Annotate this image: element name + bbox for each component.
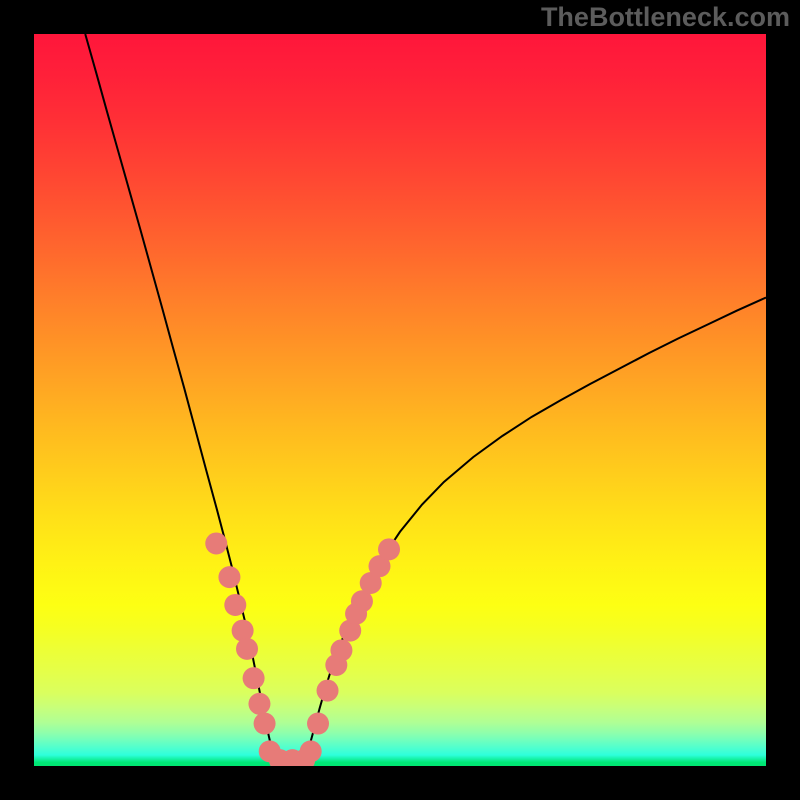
marker-dot [330,639,352,661]
marker-dot [232,620,254,642]
marker-dot [307,713,329,735]
plot-area [34,34,766,766]
marker-dot [205,532,227,554]
marker-dot [300,740,322,762]
marker-dot [248,693,270,715]
marker-dot [254,713,276,735]
chart-container: TheBottleneck.com [0,0,800,800]
curves-layer [34,34,766,766]
marker-dot [224,594,246,616]
marker-dot [236,638,258,660]
marker-dot [218,566,240,588]
curve-right [305,298,766,766]
marker-dot [378,538,400,560]
marker-dot [317,680,339,702]
watermark-text: TheBottleneck.com [541,2,790,33]
marker-dot [243,667,265,689]
markers-group [205,532,400,766]
